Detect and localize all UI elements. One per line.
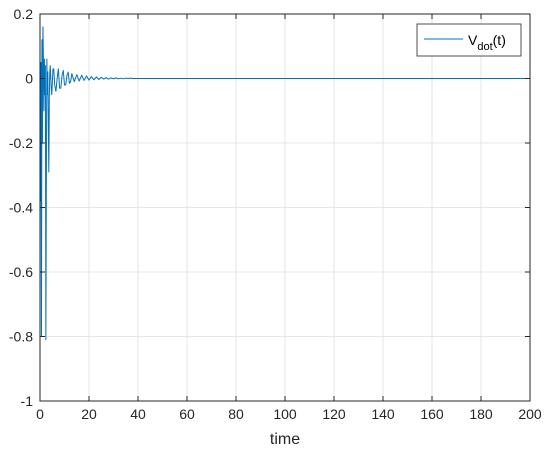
x-tick-label: 120	[322, 406, 346, 422]
series-layer	[39, 26, 530, 341]
y-tick-label: -1	[21, 393, 34, 409]
x-tick-label: 80	[228, 406, 244, 422]
y-tick-label: -0.4	[9, 200, 33, 216]
y-tick-label: -0.2	[9, 135, 33, 151]
series-line-1	[39, 26, 530, 341]
x-tick-label: 180	[469, 406, 493, 422]
legend-label-series-1: Vdot(t)	[468, 32, 506, 53]
x-axis-label: time	[270, 431, 300, 448]
x-tick-label: 20	[81, 406, 97, 422]
x-tick-label: 100	[273, 406, 297, 422]
y-tick-label: 0.2	[14, 6, 34, 22]
y-tick-label: -0.8	[9, 329, 33, 345]
x-tick-label: 60	[179, 406, 195, 422]
x-tick-label: 0	[36, 406, 44, 422]
legend-label-suffix: (t)	[493, 32, 506, 48]
x-tick-label: 160	[420, 406, 444, 422]
legend: Vdot(t)	[416, 23, 522, 57]
legend-label-subscript: dot	[477, 41, 492, 53]
y-axis: -1 -0.8 -0.6 -0.4 -0.2 0 0.2	[9, 6, 530, 409]
x-tick-label: 140	[371, 406, 395, 422]
y-tick-label: 0	[25, 71, 33, 87]
x-tick-label: 200	[518, 406, 542, 422]
x-axis: 0 20 40 60 80 100 120 140 160 180 200	[36, 14, 542, 422]
y-tick-label: -0.6	[9, 264, 33, 280]
legend-label-main: V	[468, 32, 478, 48]
x-tick-label: 40	[130, 406, 146, 422]
legend-box	[416, 23, 522, 57]
